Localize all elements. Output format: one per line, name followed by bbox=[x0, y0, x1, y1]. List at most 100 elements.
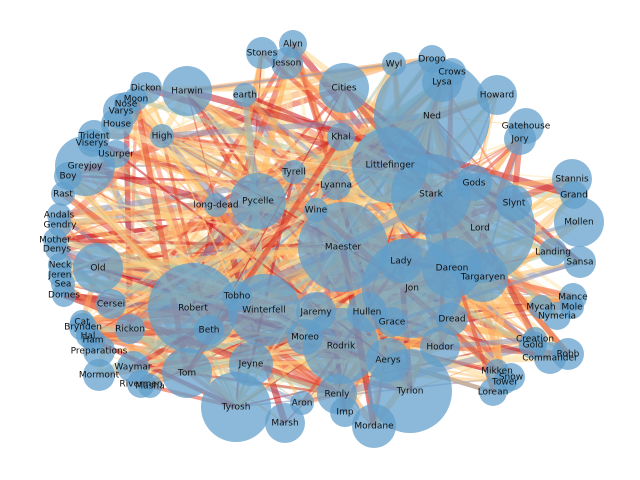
node-label: Cities bbox=[331, 84, 356, 94]
node bbox=[327, 123, 355, 151]
node-label: Jaremy bbox=[299, 308, 332, 318]
node-label: earth bbox=[233, 91, 257, 101]
node-label: Aerys bbox=[375, 356, 401, 366]
node bbox=[382, 52, 406, 76]
node bbox=[420, 327, 460, 367]
node bbox=[162, 348, 212, 398]
node-label: Wine bbox=[305, 206, 328, 216]
node-label: Dareon bbox=[436, 264, 469, 274]
node-label: Preparations bbox=[71, 347, 128, 357]
node bbox=[265, 403, 305, 443]
node-label: Cat bbox=[74, 318, 90, 328]
node-label: Tyrosh bbox=[221, 403, 251, 413]
node bbox=[508, 108, 544, 144]
node-label: Mordane bbox=[354, 422, 394, 432]
node-label: Neck bbox=[49, 261, 72, 271]
node bbox=[298, 202, 388, 292]
node-label: Ned bbox=[423, 112, 441, 122]
node-label: Masha bbox=[135, 382, 164, 392]
node bbox=[279, 30, 307, 58]
node-label: Dread bbox=[438, 315, 465, 325]
node-label: Tyrell bbox=[281, 168, 305, 178]
node-label: Gods bbox=[463, 179, 486, 189]
node bbox=[115, 314, 145, 344]
node-label: Trident bbox=[78, 132, 110, 142]
node bbox=[138, 374, 162, 398]
node-label: Lady bbox=[390, 257, 412, 267]
node-label: Creation bbox=[516, 335, 554, 345]
node-label: Snow bbox=[499, 373, 523, 383]
node-label: Crows bbox=[438, 68, 466, 78]
node-label: Drogo bbox=[418, 55, 446, 65]
node-label: Sansa bbox=[566, 258, 593, 268]
node-label: House bbox=[103, 120, 132, 130]
node bbox=[438, 58, 466, 86]
node bbox=[204, 193, 228, 217]
node-label: Renly bbox=[325, 390, 351, 400]
nodes bbox=[43, 30, 604, 448]
node bbox=[52, 283, 76, 307]
node-label: Mother bbox=[39, 236, 71, 246]
node bbox=[96, 289, 126, 319]
node-label: Maester bbox=[325, 243, 362, 253]
node bbox=[379, 239, 423, 283]
node-label: Waymar bbox=[114, 363, 151, 373]
node bbox=[496, 185, 532, 221]
node bbox=[352, 404, 396, 448]
node bbox=[162, 66, 212, 116]
node bbox=[287, 319, 323, 355]
node bbox=[282, 160, 306, 184]
node bbox=[229, 342, 273, 386]
node-label: Jory bbox=[510, 135, 529, 145]
node bbox=[534, 342, 566, 374]
node-label: Dickon bbox=[131, 84, 161, 94]
node-label: Tobho bbox=[223, 292, 251, 302]
node-label: Winterfell bbox=[242, 306, 285, 316]
node-label: Lorean bbox=[478, 388, 509, 398]
node bbox=[246, 37, 278, 69]
node-label: Jeren bbox=[48, 271, 72, 281]
node-label: Wyl bbox=[386, 60, 403, 70]
node bbox=[554, 197, 604, 247]
node bbox=[477, 75, 517, 115]
node-label: Rivermen bbox=[119, 380, 162, 390]
node bbox=[222, 281, 252, 311]
node bbox=[319, 63, 369, 113]
node-label: Mikken bbox=[481, 367, 513, 377]
node-label: Harwin bbox=[171, 87, 203, 97]
node-label: Pycelle bbox=[242, 197, 274, 207]
node-label: Nymeria bbox=[538, 312, 576, 322]
node-label: Slynt bbox=[503, 199, 526, 209]
node bbox=[485, 359, 509, 383]
node-label: long-dead bbox=[193, 201, 238, 211]
node bbox=[304, 198, 328, 222]
node-label: Rickon bbox=[115, 325, 145, 335]
node-label: Howard bbox=[480, 91, 514, 101]
node-label: Stones bbox=[247, 49, 278, 59]
node-label: Khal bbox=[331, 133, 351, 143]
node-label: Tom bbox=[177, 369, 196, 379]
node-label: Viserys bbox=[76, 139, 109, 149]
node-label: Hodor bbox=[426, 343, 453, 353]
node-label: Grace bbox=[379, 318, 406, 328]
node-label: Littlefinger bbox=[366, 161, 415, 171]
node-label: Tyrion bbox=[396, 387, 424, 397]
node bbox=[539, 238, 567, 266]
node bbox=[436, 303, 468, 335]
node-label: Alyn bbox=[283, 40, 303, 50]
node-label: Moon bbox=[124, 95, 148, 105]
node bbox=[560, 295, 584, 319]
node-label: Landing bbox=[535, 248, 571, 258]
node-label: Stark bbox=[419, 190, 443, 200]
node bbox=[418, 45, 446, 73]
node-label: Tower bbox=[491, 378, 518, 388]
node bbox=[352, 127, 428, 203]
node bbox=[83, 335, 115, 367]
node bbox=[564, 246, 596, 278]
node bbox=[230, 173, 286, 229]
node-label: Gold bbox=[523, 341, 544, 351]
edge bbox=[145, 87, 238, 297]
node bbox=[78, 129, 106, 157]
node-label: Gatehouse bbox=[502, 122, 551, 132]
